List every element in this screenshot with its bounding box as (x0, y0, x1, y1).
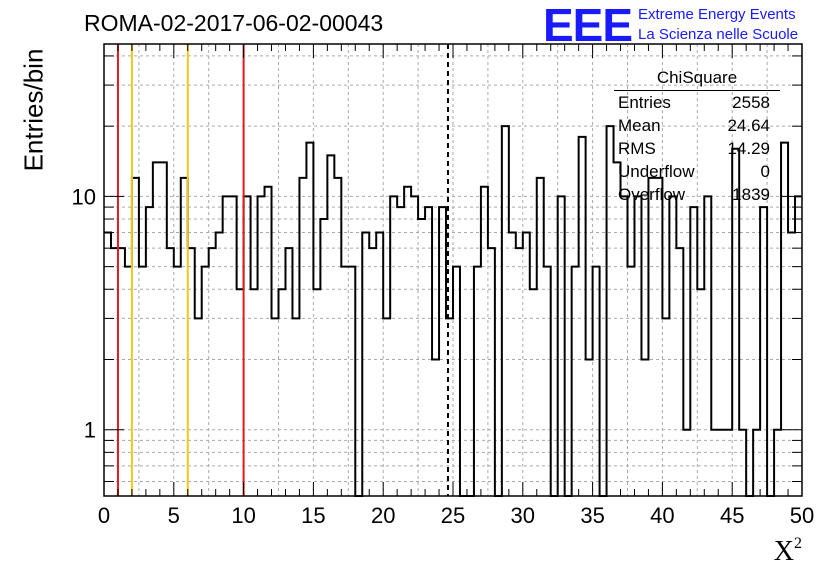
stats-row-underflow: Underflow 0 (612, 160, 780, 183)
y-tick-label: 10 (72, 184, 96, 209)
stats-label: Overflow (618, 185, 686, 204)
stats-value: 14.29 (727, 139, 770, 158)
x-tick-label: 40 (650, 503, 674, 528)
stats-value: 1839 (732, 185, 770, 204)
x-tick-label: 0 (98, 503, 110, 528)
x-tick-label: 25 (441, 503, 465, 528)
stats-row-mean: Mean 24.64 (612, 114, 780, 137)
y-axis-label: Entries/bin (18, 48, 49, 172)
stats-label: Entries (618, 93, 671, 112)
x-tick-label: 15 (301, 503, 325, 528)
stats-value: 2558 (732, 93, 770, 112)
run-title: ROMA-02-2017-06-02-00043 (84, 10, 384, 36)
eee-logo-mark: EEE (543, 0, 633, 51)
stats-row-overflow: Overflow 1839 (612, 183, 780, 206)
stats-box: ChiSquare Entries 2558 Mean 24.64 RMS 14… (612, 68, 780, 206)
x-axis-label-exponent: 2 (794, 535, 802, 552)
histogram-bars (104, 125, 802, 497)
x-tick-label: 45 (720, 503, 744, 528)
x-tick-label: 30 (511, 503, 535, 528)
stats-label: Mean (618, 116, 661, 135)
stats-row-rms: RMS 14.29 (612, 137, 780, 160)
x-axis-label: X2 (774, 535, 802, 568)
x-tick-label: 5 (168, 503, 180, 528)
x-tick-label: 50 (790, 503, 814, 528)
x-tick-label: 20 (371, 503, 395, 528)
stats-label: RMS (618, 139, 656, 158)
y-tick-label: 1 (84, 418, 96, 443)
logo-line-2: La Scienza nelle Scuole (638, 26, 799, 43)
stats-title: ChiSquare (614, 68, 780, 91)
logo-line-1: Extreme Energy Events (638, 6, 796, 23)
x-axis-label-base: X (773, 536, 794, 567)
stats-row-entries: Entries 2558 (612, 91, 780, 114)
x-tick-label: 10 (231, 503, 255, 528)
stats-value: 24.64 (727, 116, 770, 135)
eee-logo: EEE Extreme Energy Events La Scienza nel… (543, 0, 833, 51)
stats-value: 0 (760, 162, 770, 181)
x-tick-label: 35 (580, 503, 604, 528)
stats-label: Underflow (618, 162, 695, 181)
